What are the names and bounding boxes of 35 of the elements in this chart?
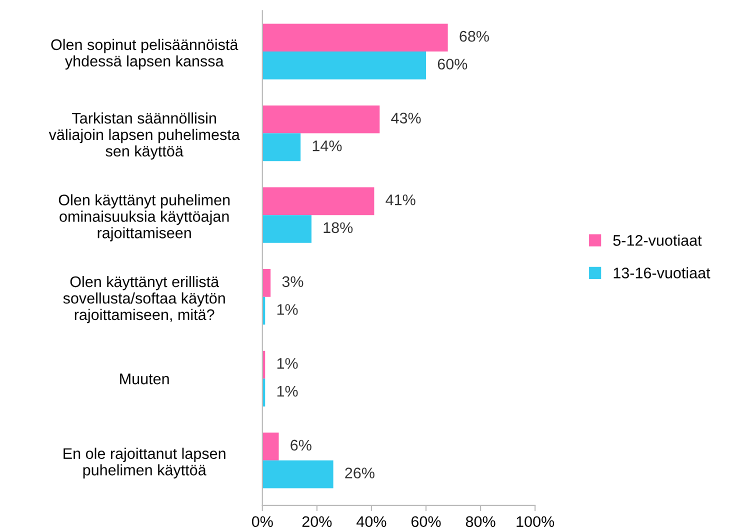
data-label: 1% — [277, 358, 298, 369]
data-label: 43% — [391, 112, 421, 124]
legend-label: 5-12-vuotiaat — [613, 234, 702, 246]
bar — [262, 187, 374, 216]
data-label: 18% — [324, 222, 353, 234]
bar — [262, 24, 448, 52]
data-label: 26% — [345, 468, 374, 478]
x-tick-label: 0% — [252, 516, 273, 528]
y-tick-label: Tarkistan säännöllisin väliajoin lapsen puhelimesta sen käyttöä — [48, 112, 240, 160]
x-tick-label: 100% — [516, 516, 554, 528]
bar — [262, 215, 312, 243]
y-tick-label: Muuten — [120, 374, 169, 384]
x-tick-label: 60% — [411, 516, 441, 528]
bar — [262, 269, 271, 297]
bar — [262, 106, 380, 134]
data-label: 1% — [277, 304, 298, 315]
x-tick-label: 80% — [466, 516, 496, 528]
y-tick-label: Olen käyttänyt puhelimen ominaisuuksia käyttöajan rajoittamiseen — [58, 194, 230, 242]
data-label: 14% — [312, 140, 342, 152]
data-label: 41% — [386, 194, 416, 206]
bar — [262, 133, 301, 162]
data-label: 1% — [277, 386, 298, 397]
bar — [262, 432, 279, 460]
legend-label: 13-16-vuotiaat — [614, 267, 710, 278]
data-label: 6% — [290, 440, 312, 451]
bar — [262, 460, 334, 488]
y-tick-label: Olen sopinut pelisäännöistä yhdessä lapsen kanssa — [51, 38, 238, 70]
data-label: 60% — [438, 58, 468, 70]
data-label: 3% — [282, 276, 304, 288]
data-label: 68% — [460, 30, 489, 42]
x-tick-label: 40% — [356, 516, 386, 528]
y-tick-label: Olen käyttänyt erillistä sovellusta/softaa käytön rajoittamiseen, mitä? — [63, 276, 225, 324]
x-tick-label: 20% — [302, 516, 332, 528]
y-tick-label: En ole rajoittanut lapsen puhelimen käyttöä — [64, 448, 226, 478]
bar — [262, 52, 426, 80]
